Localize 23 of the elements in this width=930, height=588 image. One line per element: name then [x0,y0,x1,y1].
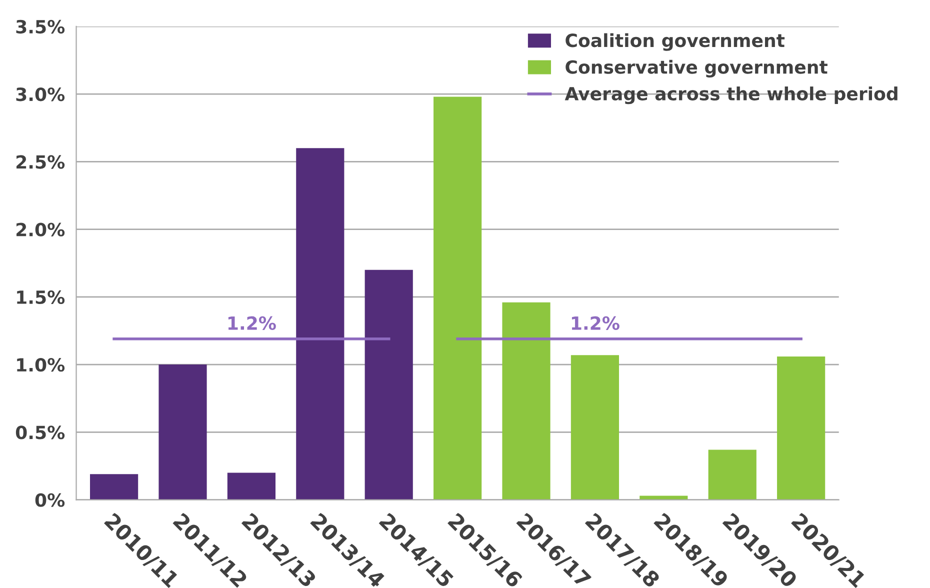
bar [502,302,550,500]
y-tick-label: 1.0% [17,358,65,372]
bar [364,270,413,500]
y-tick-label: 3.0% [16,88,65,102]
y-tick-label: 1.5% [17,290,65,304]
y-tick-label: 3.5% [16,20,65,34]
legend-label: Conservative government [566,60,828,78]
legend-label: Coalition government [566,33,785,51]
y-tick-label: 0.5% [16,426,65,440]
bar [434,96,482,500]
annotation: 1.2% [572,316,620,330]
legend-label: Average across the whole period [564,86,898,104]
bar [708,450,756,500]
y-tick-label: 2.5% [16,155,65,169]
y-tick-label: 0% [35,493,65,507]
bar [570,355,620,500]
annotation: 1.2% [228,316,276,330]
bar [296,148,344,500]
y-tick-label: 2.0% [16,222,65,236]
bar [777,356,826,500]
bar [227,472,276,500]
bar [158,364,207,500]
bar [90,474,138,500]
